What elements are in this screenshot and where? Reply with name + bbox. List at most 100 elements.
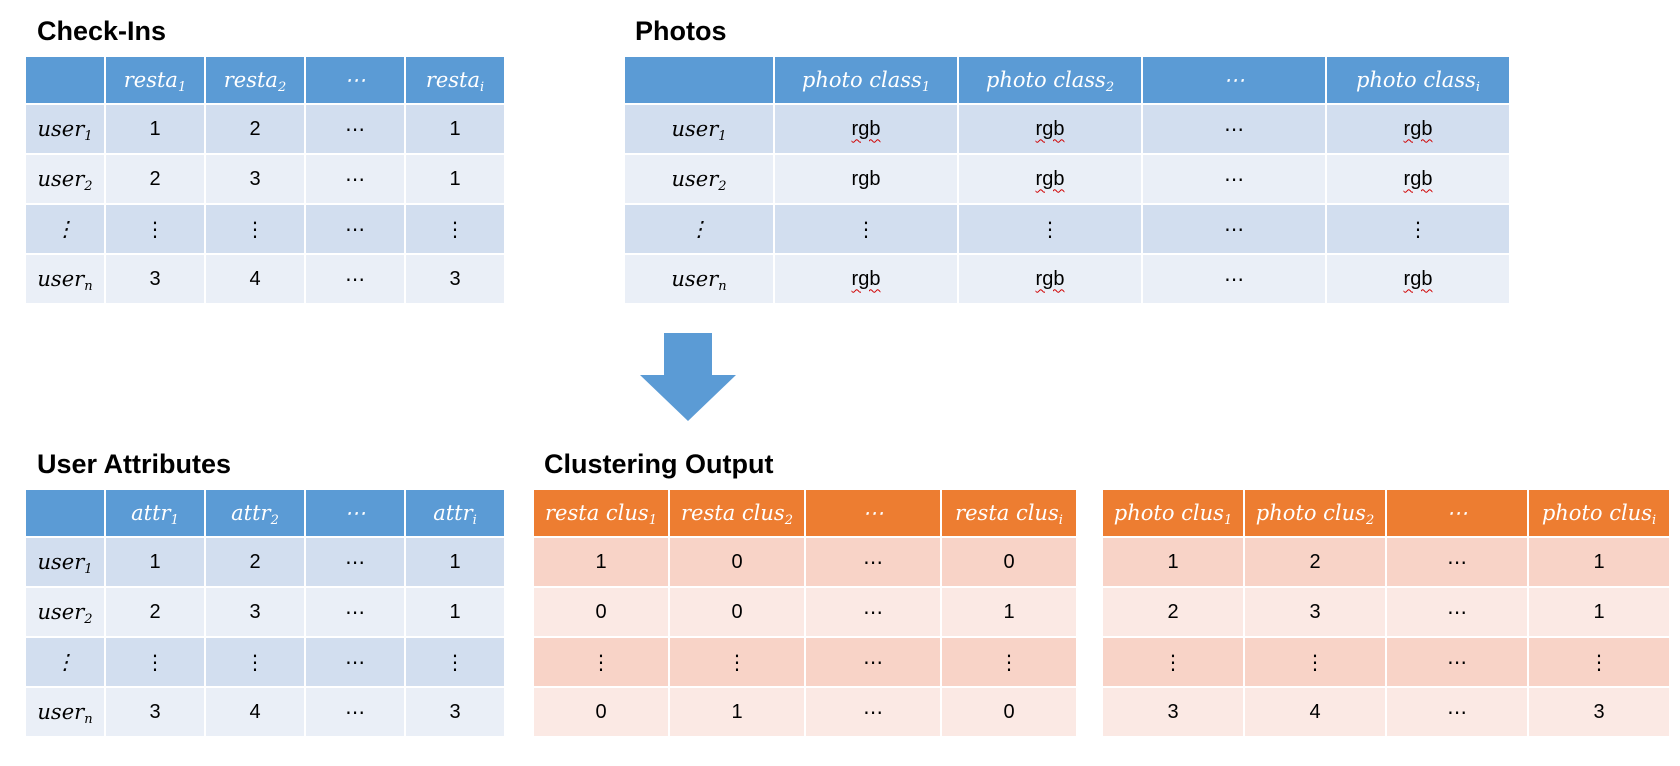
table-cell: 1 [406, 538, 504, 586]
checkins-header-row: resta1 resta2 ⋯ restai [26, 57, 504, 103]
table-row: user1 1 2 ⋯ 1 [26, 538, 504, 586]
header-cell: photo clus1 [1103, 490, 1243, 536]
table-cell: 2 [206, 105, 304, 153]
table-cell: ⋯ [306, 105, 404, 153]
row-label: user1 [26, 538, 104, 586]
table-cell: 3 [206, 588, 304, 636]
table-cell: 0 [942, 688, 1076, 736]
table-cell: 0 [670, 538, 804, 586]
photos-header-row: photo class1 photo class2 ⋯ photo classi [625, 57, 1509, 103]
table-row: 3 4 ⋯ 3 [1103, 688, 1669, 736]
header-cell: resta clus1 [534, 490, 668, 536]
table-cell: ⋮ [1103, 638, 1243, 686]
table-cell: 2 [1103, 588, 1243, 636]
table-cell: rgb [1327, 255, 1509, 303]
table-cell: ⋮ [775, 205, 957, 253]
table-row: ⋮ ⋮ ⋯ ⋮ [1103, 638, 1669, 686]
table-row: usern 3 4 ⋯ 3 [26, 688, 504, 736]
header-cell [26, 57, 104, 103]
table-cell: ⋮ [670, 638, 804, 686]
table-cell: ⋯ [306, 255, 404, 303]
row-label: ⋮ [625, 205, 773, 253]
table-cell: 3 [1103, 688, 1243, 736]
photos-title: Photos [635, 16, 727, 46]
table-cell: rgb [959, 255, 1141, 303]
header-cell: resta2 [206, 57, 304, 103]
row-label: ⋮ [26, 205, 104, 253]
header-cell: photo class2 [959, 57, 1141, 103]
table-cell: ⋯ [1387, 688, 1527, 736]
header-cell: photo classi [1327, 57, 1509, 103]
table-cell: ⋮ [106, 205, 204, 253]
table-cell: 3 [206, 155, 304, 203]
table-cell: ⋯ [1387, 588, 1527, 636]
table-cell: ⋮ [206, 638, 304, 686]
header-cell: attri [406, 490, 504, 536]
header-cell: photo clus2 [1245, 490, 1385, 536]
table-row: 0 1 ⋯ 0 [534, 688, 1076, 736]
table-cell: 1 [106, 538, 204, 586]
table-cell: 0 [534, 588, 668, 636]
header-cell: resta clus2 [670, 490, 804, 536]
header-cell: attr2 [206, 490, 304, 536]
down-arrow-shape [640, 333, 736, 421]
table-cell: ⋮ [106, 638, 204, 686]
table-cell: rgb [1327, 105, 1509, 153]
table-cell: ⋯ [1143, 155, 1325, 203]
row-label: ⋮ [26, 638, 104, 686]
table-cell: ⋮ [406, 205, 504, 253]
photo-cluster-header-row: photo clus1 photo clus2 ⋯ photo clusi [1103, 490, 1669, 536]
table-cell: ⋮ [534, 638, 668, 686]
row-label: usern [625, 255, 773, 303]
table-cell: 1 [1529, 588, 1669, 636]
header-cell: ⋯ [1143, 57, 1325, 103]
table-cell: ⋯ [306, 538, 404, 586]
table-row: usern 3 4 ⋯ 3 [26, 255, 504, 303]
header-cell: attr1 [106, 490, 204, 536]
table-cell: 1 [406, 155, 504, 203]
table-cell: 2 [106, 588, 204, 636]
table-cell: 1 [1529, 538, 1669, 586]
row-label: user2 [625, 155, 773, 203]
table-cell: ⋮ [406, 638, 504, 686]
table-cell: ⋯ [306, 155, 404, 203]
table-cell: ⋮ [1529, 638, 1669, 686]
table-cell: 3 [106, 255, 204, 303]
table-cell: ⋮ [959, 205, 1141, 253]
header-cell: resta1 [106, 57, 204, 103]
header-cell: ⋯ [306, 490, 404, 536]
table-cell: 1 [534, 538, 668, 586]
table-cell: ⋮ [206, 205, 304, 253]
table-cell: ⋯ [306, 588, 404, 636]
table-cell: 4 [1245, 688, 1385, 736]
table-cell: 1 [942, 588, 1076, 636]
header-cell: photo class1 [775, 57, 957, 103]
table-cell: ⋯ [806, 688, 940, 736]
table-row: 2 3 ⋯ 1 [1103, 588, 1669, 636]
table-cell: 1 [406, 105, 504, 153]
header-cell: resta clusi [942, 490, 1076, 536]
table-row: user2 2 3 ⋯ 1 [26, 155, 504, 203]
table-cell: ⋯ [806, 538, 940, 586]
photos-table: photo class1 photo class2 ⋯ photo classi… [623, 55, 1511, 305]
table-cell: ⋯ [306, 638, 404, 686]
user-attributes-table: attr1 attr2 ⋯ attri user1 1 2 ⋯ 1 user2 … [24, 488, 506, 738]
table-cell: 3 [406, 688, 504, 736]
table-cell: ⋯ [1143, 105, 1325, 153]
table-cell: ⋯ [1143, 255, 1325, 303]
table-cell: 3 [406, 255, 504, 303]
header-cell: photo clusi [1529, 490, 1669, 536]
header-cell [625, 57, 773, 103]
user-attributes-header-row: attr1 attr2 ⋯ attri [26, 490, 504, 536]
table-row: ⋮ ⋮ ⋮ ⋯ ⋮ [26, 205, 504, 253]
table-row: ⋮ ⋮ ⋮ ⋯ ⋮ [26, 638, 504, 686]
header-cell [26, 490, 104, 536]
table-row: user2 2 3 ⋯ 1 [26, 588, 504, 636]
down-arrow-icon [640, 333, 736, 421]
table-cell: 1 [406, 588, 504, 636]
row-label: usern [26, 688, 104, 736]
row-label: user2 [26, 155, 104, 203]
table-row: usern rgb rgb ⋯ rgb [625, 255, 1509, 303]
table-cell: 2 [1245, 538, 1385, 586]
header-cell: restai [406, 57, 504, 103]
